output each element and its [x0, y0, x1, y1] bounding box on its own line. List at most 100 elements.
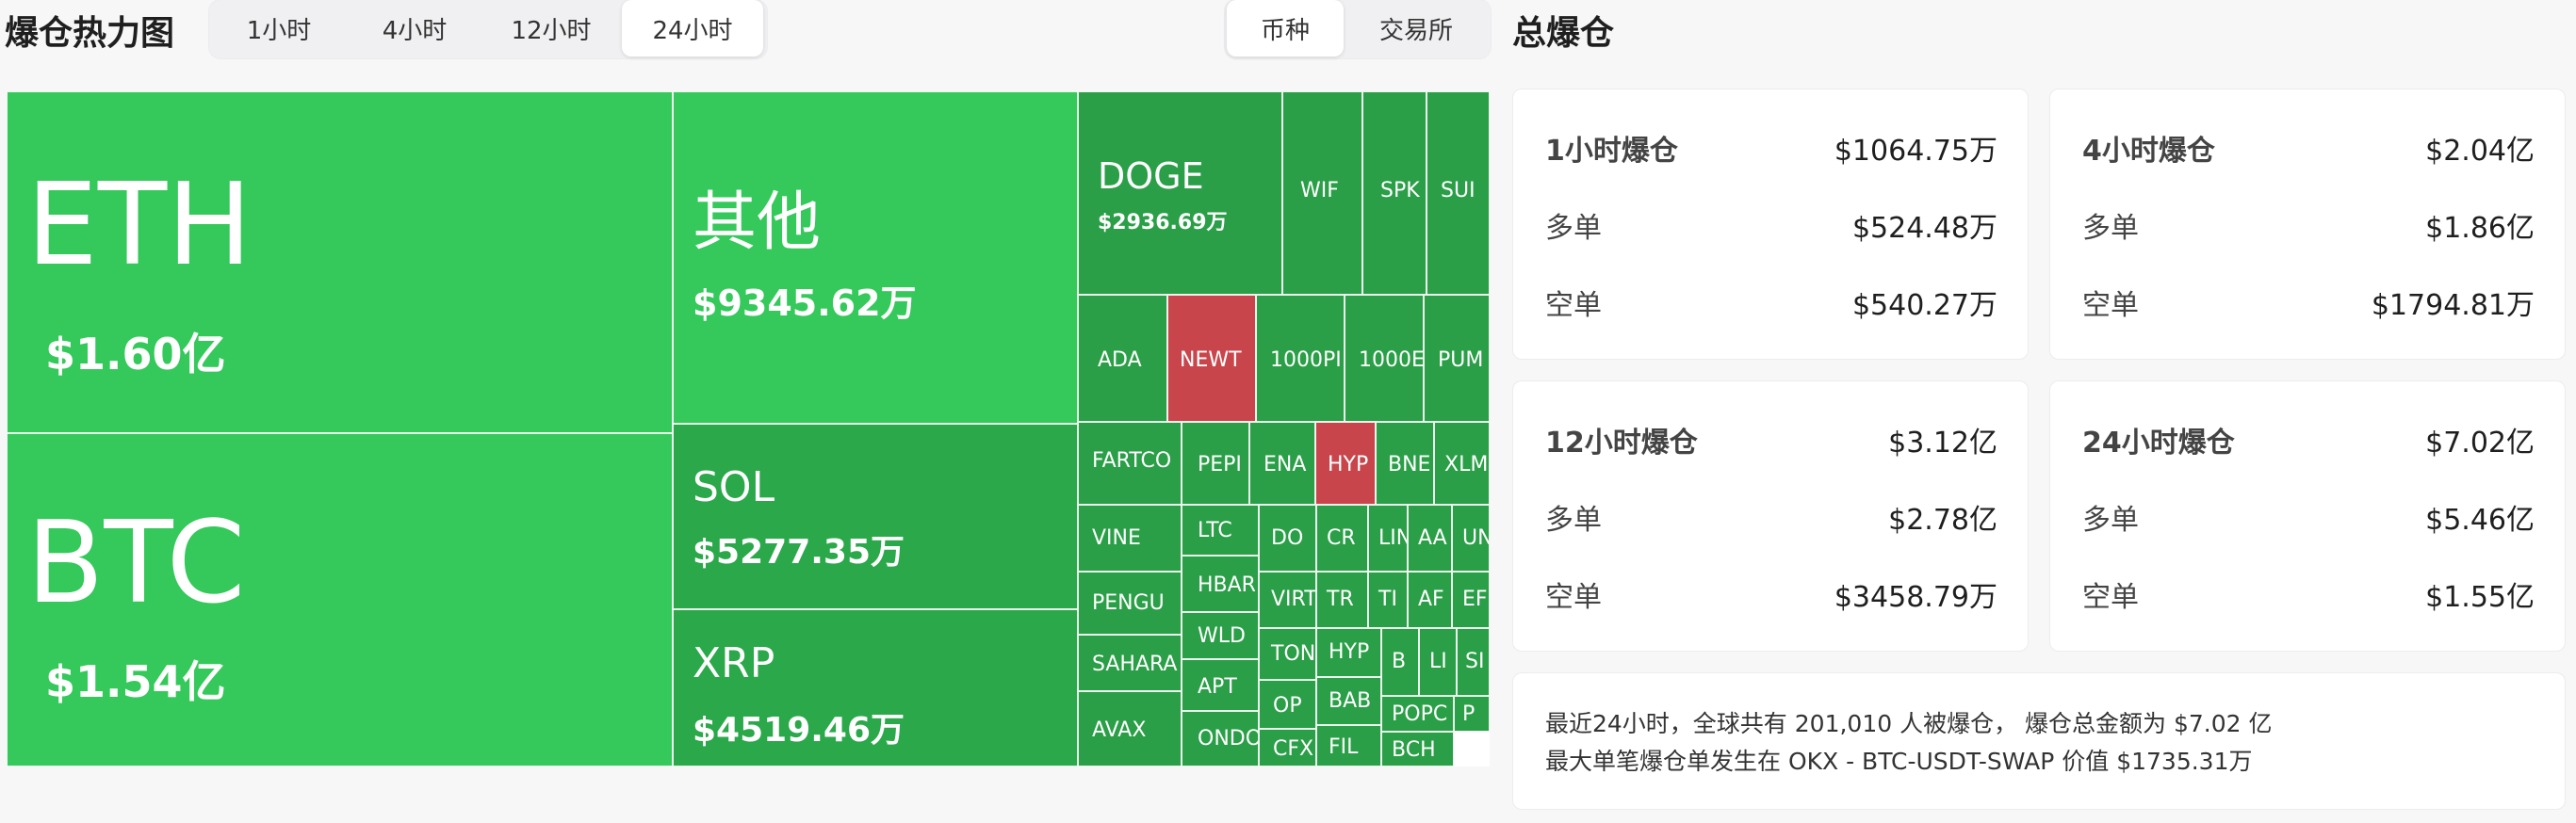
treemap-tile-wif[interactable]: WIF: [1282, 91, 1362, 295]
treemap-tile-pepi[interactable]: PEPI: [1182, 422, 1249, 505]
treemap-tile-1000pi[interactable]: 1000PI: [1256, 295, 1345, 422]
tile-coin-label: PUM: [1438, 348, 1484, 372]
treemap-tile-virt[interactable]: VIRT: [1259, 572, 1316, 628]
card-4h: 4小时爆仓 $2.04亿 多单 $1.86亿 空单 $1794.81万: [2049, 89, 2566, 360]
treemap-tile-hbar[interactable]: HBAR: [1182, 556, 1259, 612]
long-label: 多单: [1545, 504, 1602, 537]
tile-value-label: $1.54亿: [45, 656, 226, 707]
treemap-tile-其他[interactable]: 其他 $9345.62万: [673, 91, 1078, 424]
tab-coin[interactable]: 币种: [1227, 0, 1344, 56]
tile-coin-label: BCH: [1392, 738, 1436, 762]
treemap-tile-fartco[interactable]: FARTCO: [1078, 422, 1182, 505]
tile-coin-label: POPC: [1392, 702, 1448, 726]
treemap-tile-avax[interactable]: AVAX: [1078, 691, 1182, 767]
treemap-tile-ltc[interactable]: LTC: [1182, 505, 1259, 556]
tile-coin-label: BTC: [26, 498, 246, 629]
treemap-tile-pum[interactable]: PUM: [1424, 295, 1490, 422]
tile-coin-label: TI: [1378, 588, 1397, 611]
tile-coin-label: 其他: [693, 186, 822, 260]
treemap-tile-bch[interactable]: BCH: [1381, 732, 1454, 767]
tile-coin-label: SUI: [1441, 179, 1475, 202]
heatmap-title: 爆仓热力图: [5, 14, 175, 53]
treemap-tile-ada[interactable]: ADA: [1078, 295, 1167, 422]
treemap-tile-ena[interactable]: ENA: [1249, 422, 1315, 505]
treemap-tile-bne[interactable]: BNE: [1376, 422, 1434, 505]
treemap-tile-1000e[interactable]: 1000E: [1345, 295, 1424, 422]
time-range-tabs: 1小时 4小时 12小时 24小时: [209, 0, 767, 58]
tile-coin-label: DOGE: [1098, 155, 1204, 197]
tab-1h[interactable]: 1小时: [246, 16, 312, 45]
liquidation-treemap: ETH $1.60亿 BTC $1.54亿 其他 $9345.62万 SOL $5277.35…: [7, 91, 1490, 767]
card-title: 1小时爆仓: [1545, 135, 1678, 168]
long-label: 多单: [2082, 212, 2139, 245]
tile-coin-label: B: [1392, 650, 1407, 673]
tile-coin-label: CFX: [1273, 737, 1314, 761]
treemap-tile-spk[interactable]: SPK: [1362, 91, 1427, 295]
treemap-tile-sahara[interactable]: SAHARA: [1078, 635, 1182, 691]
treemap-tile-op[interactable]: OP: [1259, 680, 1316, 729]
tile-coin-label: HBAR: [1198, 573, 1256, 597]
tile-coin-label: NEWT: [1180, 348, 1242, 372]
treemap-tile-pengu[interactable]: PENGU: [1078, 572, 1182, 635]
treemap-tile-p[interactable]: P: [1454, 696, 1490, 732]
treemap-tile-fil[interactable]: FIL: [1316, 725, 1381, 767]
tile-coin-label: HYP: [1329, 640, 1370, 664]
treemap-tile-hyp[interactable]: HYP: [1315, 422, 1376, 505]
treemap-tile-tr[interactable]: TR: [1316, 572, 1368, 628]
tile-coin-label: SI: [1465, 650, 1485, 673]
long-value: $524.48万: [1851, 212, 1997, 245]
card-total: $1064.75万: [1834, 135, 1997, 168]
tile-coin-label: BAB: [1329, 689, 1372, 713]
treemap-tile-eth[interactable]: ETH $1.60亿: [7, 91, 673, 433]
treemap-tile-ef[interactable]: EF: [1452, 572, 1490, 628]
tile-coin-label: SOL: [693, 463, 775, 511]
tab-exchange[interactable]: 交易所: [1378, 16, 1453, 45]
treemap-tile-ti[interactable]: TI: [1368, 572, 1408, 628]
treemap-tile-xrp[interactable]: XRP $4519.46万: [673, 609, 1078, 767]
treemap-tile-b[interactable]: B: [1381, 628, 1419, 696]
tile-coin-label: LI: [1429, 650, 1447, 673]
treemap-tile-cfx[interactable]: CFX: [1259, 729, 1316, 767]
tile-value-label: $1.60亿: [45, 329, 226, 379]
treemap-tile-ton[interactable]: TON: [1259, 628, 1316, 680]
treemap-tile-newt[interactable]: NEWT: [1167, 295, 1256, 422]
short-label: 空单: [1545, 289, 1602, 322]
long-value: $1.86亿: [2425, 212, 2535, 245]
treemap-tile-apt[interactable]: APT: [1182, 659, 1259, 711]
treemap-tile-sol[interactable]: SOL $5277.35万: [673, 424, 1078, 609]
tile-coin-label: P: [1462, 702, 1475, 726]
treemap-tile-xlm[interactable]: XLM: [1434, 422, 1490, 505]
tile-coin-label: FIL: [1329, 735, 1359, 759]
treemap-tile-un[interactable]: UN: [1452, 505, 1490, 572]
treemap-tile-si[interactable]: SI: [1457, 628, 1490, 696]
treemap-tile-ondo[interactable]: ONDO: [1182, 711, 1259, 767]
treemap-tile-af[interactable]: AF: [1408, 572, 1452, 628]
card-title: 12小时爆仓: [1545, 427, 1698, 460]
treemap-tile-btc[interactable]: BTC $1.54亿: [7, 433, 673, 767]
tile-coin-label: PEPI: [1198, 453, 1242, 476]
tile-coin-label: WLD: [1198, 624, 1246, 648]
short-label: 空单: [2082, 289, 2139, 322]
treemap-tile-bab[interactable]: BAB: [1316, 677, 1381, 725]
short-value: $540.27万: [1851, 289, 1997, 322]
tab-4h[interactable]: 4小时: [382, 16, 448, 45]
treemap-tile-wld[interactable]: WLD: [1182, 612, 1259, 659]
tab-24h[interactable]: 24小时: [622, 0, 763, 56]
treemap-tile-vine[interactable]: VINE: [1078, 505, 1182, 572]
treemap-tile-lin[interactable]: LIN: [1368, 505, 1408, 572]
treemap-tile-cr[interactable]: CR: [1316, 505, 1368, 572]
treemap-tile-doge[interactable]: DOGE $2936.69万: [1078, 91, 1282, 295]
tile-coin-label: HYP: [1328, 453, 1369, 476]
treemap-tile-sui[interactable]: SUI: [1427, 91, 1490, 295]
treemap-tile-popc[interactable]: POPC: [1381, 696, 1454, 732]
tile-value-label: $2936.69万: [1098, 211, 1228, 234]
summary-box: 最近24小时，全球共有 201,010 人被爆仓， 爆仓总金额为 $7.02 亿…: [1512, 672, 2566, 810]
treemap-tile-do[interactable]: DO: [1259, 505, 1316, 572]
tab-12h[interactable]: 12小时: [511, 16, 592, 45]
treemap-tile-hyp[interactable]: HYP: [1316, 628, 1381, 677]
treemap-tile-li[interactable]: LI: [1419, 628, 1457, 696]
tile-coin-label: FARTCO: [1092, 449, 1172, 473]
treemap-tile-aa[interactable]: AA: [1408, 505, 1452, 572]
tile-coin-label: DO: [1271, 526, 1304, 550]
tile-coin-label: ADA: [1098, 348, 1142, 372]
